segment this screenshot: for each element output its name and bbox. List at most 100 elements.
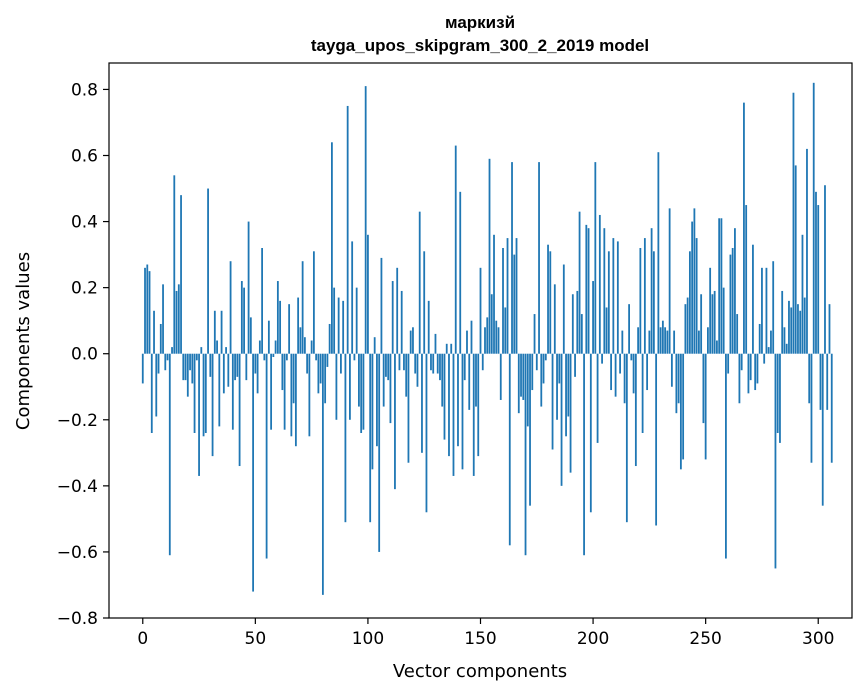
bar: [632, 353, 635, 394]
bar: [157, 353, 160, 374]
bar: [767, 347, 770, 354]
bar: [657, 152, 660, 354]
bar: [418, 211, 421, 354]
bar: [686, 297, 689, 354]
bar: [225, 347, 227, 354]
bar: [272, 353, 275, 358]
bar: [720, 218, 723, 354]
bar: [155, 353, 158, 417]
bar: [243, 287, 245, 354]
bar: [607, 251, 610, 354]
bar: [391, 281, 394, 354]
bar: [405, 353, 408, 397]
bar: [317, 353, 320, 394]
bar: [824, 185, 826, 354]
bar: [688, 251, 691, 354]
bar: [448, 353, 450, 457]
bar: [288, 304, 291, 354]
bar: [569, 353, 572, 473]
bar: [734, 228, 736, 354]
bar: [821, 353, 824, 506]
bar: [556, 353, 558, 420]
bar: [258, 340, 261, 354]
bar: [612, 238, 615, 354]
bar: [650, 228, 653, 354]
bar: [772, 261, 775, 354]
bar: [803, 297, 806, 354]
bar: [698, 330, 700, 354]
bar: [310, 340, 313, 354]
bar: [234, 353, 236, 381]
bar: [472, 353, 475, 476]
bar: [592, 281, 594, 354]
bar: [544, 353, 547, 361]
bar: [245, 353, 248, 381]
y-tick-label: −0.4: [57, 477, 98, 497]
bar: [267, 320, 270, 354]
bar: [634, 353, 637, 467]
bar: [567, 353, 570, 417]
bar: [529, 353, 531, 506]
bar: [344, 353, 347, 523]
bar: [315, 353, 318, 361]
bar: [180, 195, 182, 354]
bar: [191, 353, 194, 384]
bar: [389, 353, 392, 424]
bar: [700, 294, 703, 354]
bar: [729, 254, 732, 354]
bar: [443, 353, 446, 440]
bar: [652, 251, 655, 354]
bar: [565, 353, 567, 437]
y-tick-label: −0.6: [57, 543, 98, 563]
bar: [229, 261, 232, 354]
bar: [716, 340, 718, 354]
bar: [722, 287, 725, 354]
bar: [504, 307, 507, 354]
bar: [560, 353, 563, 486]
chart-title-line2: tayga_upos_skipgram_300_2_2019 model: [311, 36, 649, 55]
bar: [826, 353, 829, 410]
bar: [218, 353, 221, 427]
bar: [436, 353, 439, 374]
bar: [331, 142, 333, 354]
bar: [808, 353, 811, 404]
bar: [535, 353, 538, 371]
bar: [666, 330, 669, 354]
bar: [403, 353, 405, 371]
bar: [756, 353, 759, 384]
bar: [252, 353, 254, 592]
bar: [484, 327, 486, 354]
bar: [502, 248, 504, 354]
bar: [583, 353, 585, 556]
bar: [367, 234, 369, 354]
bar: [299, 327, 302, 354]
bar: [785, 343, 788, 354]
bar: [468, 353, 471, 410]
bar: [587, 228, 590, 354]
bar: [551, 353, 554, 450]
bar: [335, 353, 338, 420]
bar: [506, 238, 509, 354]
bar: [684, 304, 687, 354]
bar: [695, 238, 698, 354]
bar: [675, 353, 678, 414]
bar: [574, 353, 576, 377]
bar: [434, 333, 437, 354]
bar: [198, 353, 200, 476]
bar: [279, 300, 282, 354]
bar: [346, 105, 349, 354]
bar: [508, 353, 511, 546]
bar: [562, 264, 565, 354]
bar: [195, 353, 198, 361]
bar: [144, 267, 146, 354]
bar: [148, 271, 151, 354]
bar: [526, 353, 529, 427]
bar: [522, 353, 525, 400]
bar: [828, 304, 831, 354]
bar: [776, 353, 779, 433]
bar: [364, 86, 367, 354]
bar: [520, 353, 522, 397]
bar: [603, 228, 606, 354]
bar: [321, 353, 324, 595]
bar: [189, 353, 191, 371]
